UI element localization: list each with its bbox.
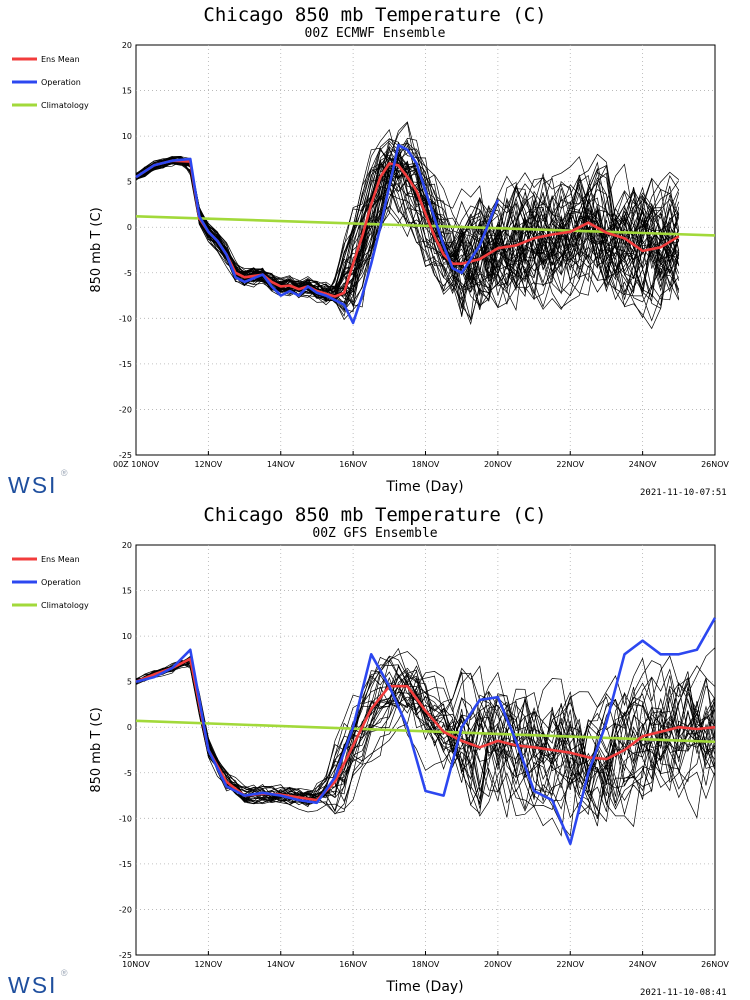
x-axis-label: Time (Day) — [385, 979, 463, 995]
y-tick-label: 15 — [122, 587, 132, 596]
wsi-logo: WSI ® — [8, 968, 68, 999]
wsi-logo-text: WSI — [8, 472, 58, 498]
operation-line — [135, 143, 500, 325]
climatology-line — [135, 215, 716, 237]
y-tick-label: 10 — [122, 132, 132, 141]
y-tick-label: -15 — [119, 860, 132, 869]
y-tick-label: -10 — [119, 814, 132, 823]
ensemble-member-line — [135, 655, 716, 803]
ensemble-member-line — [135, 162, 680, 310]
y-tick-label: -25 — [119, 451, 132, 460]
y-tick-label: 0 — [127, 723, 132, 732]
x-tick-label: 00Z 10NOV — [113, 460, 160, 469]
legend-label: Operation — [41, 78, 81, 87]
x-tick-label: 24NOV — [629, 960, 657, 969]
reg-mark-icon: ® — [60, 468, 70, 478]
ensemble-member-line — [135, 655, 716, 812]
y-axis-label: 850 mb T (C) — [89, 207, 104, 292]
chart-svg-gfs: Chicago 850 mb Temperature (C) 00Z GFS E… — [12, 504, 729, 995]
legend-label: Ens Mean — [41, 55, 80, 64]
y-tick-label: 15 — [122, 87, 132, 96]
chart-title: Chicago 850 mb Temperature (C) — [203, 504, 546, 526]
y-ticks: -25 -20 -15 -10 -5 0 5 10 15 20 — [119, 41, 132, 460]
ensemble-member-line — [135, 147, 680, 330]
x-tick-label: 18NOV — [412, 460, 440, 469]
y-tick-label: -20 — [119, 905, 132, 914]
chart-panel-ecmwf: Chicago 850 mb Temperature (C) 00Z ECMWF… — [8, 4, 729, 499]
x-tick-label: 16NOV — [339, 460, 367, 469]
legend-label: Climatology — [41, 101, 89, 110]
ensemble-member-line — [135, 659, 716, 800]
x-tick-label: 14NOV — [267, 960, 295, 969]
x-ticks: 10NOV 12NOV 14NOV 16NOV 18NOV 20NOV 22NOV 24NOV… — [122, 951, 729, 969]
legend: Ens Mean Operation Climatology — [12, 55, 89, 110]
ensemble-member-line — [135, 151, 680, 301]
operation-line — [135, 617, 717, 846]
x-tick-label: 22NOV — [556, 960, 584, 969]
series-layer — [135, 617, 717, 846]
y-tick-label: -5 — [124, 769, 132, 778]
y-axis-label: 850 mb T (C) — [89, 707, 104, 792]
ensemble-member-line — [135, 161, 680, 298]
legend-label: Operation — [41, 578, 81, 587]
x-tick-label: 12NOV — [194, 460, 222, 469]
x-axis-label: Time (Day) — [385, 479, 463, 495]
ensemble-member-line — [135, 156, 680, 326]
chart-panel-gfs: Chicago 850 mb Temperature (C) 00Z GFS E… — [0, 500, 750, 1000]
timestamp: 2021-11-10-08:41 — [640, 988, 727, 998]
y-tick-label: 0 — [127, 223, 132, 232]
x-tick-label: 14NOV — [267, 460, 295, 469]
y-tick-label: -15 — [119, 360, 132, 369]
climatology-line — [135, 719, 716, 744]
y-tick-label: 10 — [122, 632, 132, 641]
ensemble-member-line — [135, 161, 680, 296]
legend-label: Ens Mean — [41, 555, 80, 564]
x-tick-label: 20NOV — [484, 460, 512, 469]
timestamp: 2021-11-10-07:51 — [640, 488, 727, 498]
x-tick-label: 20NOV — [484, 960, 512, 969]
y-tick-label: -20 — [119, 405, 132, 414]
x-tick-label: 22NOV — [556, 460, 584, 469]
x-tick-label: 16NOV — [339, 960, 367, 969]
y-tick-label: 5 — [127, 178, 132, 187]
y-tick-label: 20 — [122, 41, 132, 50]
x-tick-label: 12NOV — [194, 960, 222, 969]
wsi-logo-text: WSI — [8, 972, 58, 998]
x-tick-label: 24NOV — [629, 460, 657, 469]
grid-layer — [136, 545, 715, 955]
x-tick-label: 26NOV — [701, 460, 729, 469]
y-tick-label: 5 — [127, 678, 132, 687]
ens-mean-line — [135, 657, 716, 802]
chart-subtitle: 00Z GFS Ensemble — [312, 526, 437, 541]
y-tick-label: -25 — [119, 951, 132, 960]
y-tick-label: -5 — [124, 269, 132, 278]
chart-svg-ecmwf: Chicago 850 mb Temperature (C) 00Z ECMWF… — [12, 4, 729, 495]
y-tick-label: 20 — [122, 541, 132, 550]
legend: Ens Mean Operation Climatology — [12, 555, 89, 610]
chart-title: Chicago 850 mb Temperature (C) — [203, 4, 546, 26]
y-tick-label: -10 — [119, 314, 132, 323]
legend-label: Climatology — [41, 601, 89, 610]
x-ticks: 00Z 10NOV 12NOV 14NOV 16NOV 18NOV 20NOV 22NOV 2… — [113, 451, 729, 469]
reg-mark-icon: ® — [60, 968, 70, 978]
series-layer — [135, 143, 716, 325]
y-ticks: -25 -20 -15 -10 -5 0 5 10 15 20 — [119, 541, 132, 960]
wsi-logo: WSI ® — [8, 468, 68, 499]
x-tick-label: 26NOV — [701, 960, 729, 969]
ensemble-member-line — [135, 662, 716, 812]
x-tick-label: 18NOV — [412, 960, 440, 969]
chart-subtitle: 00Z ECMWF Ensemble — [305, 26, 446, 41]
x-tick-label: 10NOV — [122, 960, 150, 969]
